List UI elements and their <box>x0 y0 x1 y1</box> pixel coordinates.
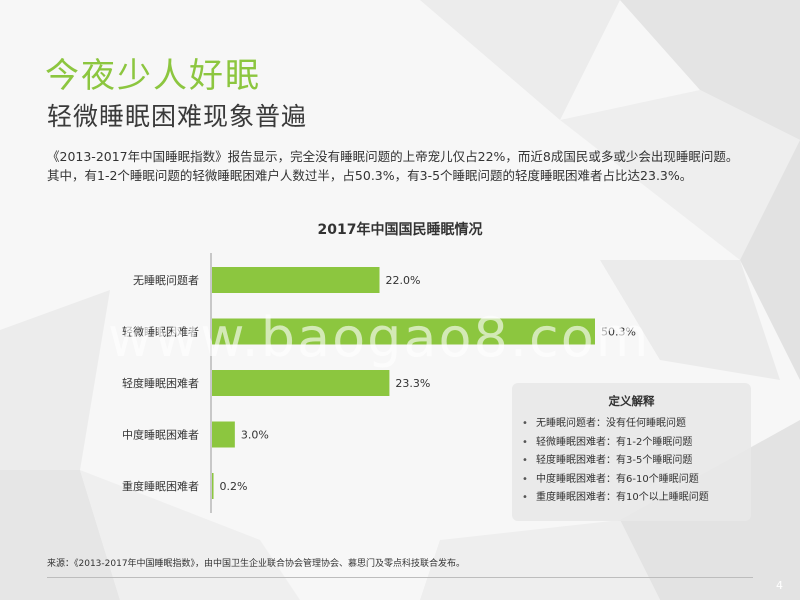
definition-item: • 重度睡眠困难者：有10个以上睡眠问题 <box>522 489 751 508</box>
chart-title: 2017年中国国民睡眠情况 <box>317 222 483 238</box>
page-title: 今夜少人好眠 <box>45 56 261 96</box>
definition-box: 定义解释 • 无睡眠问题者：没有任何睡眠问题 • 轻微睡眠困难者：有1-2个睡眠问题… <box>512 383 751 521</box>
bar <box>212 473 214 499</box>
bar <box>212 370 390 396</box>
definition-text: 重度睡眠困难者：有10个以上睡眠问题 <box>536 492 709 503</box>
bullet-icon: • <box>522 418 528 429</box>
category-label: 中度睡眠困难者 <box>122 428 199 442</box>
value-label: 3.0% <box>241 429 269 442</box>
category-label: 轻微睡眠困难者 <box>122 325 199 339</box>
value-label: 50.3% <box>601 326 636 339</box>
definition-list: • 无睡眠问题者：没有任何睡眠问题 • 轻微睡眠困难者：有1-2个睡眠问题 • 轻度睡… <box>512 415 751 508</box>
bullet-icon: • <box>522 492 528 503</box>
definition-title: 定义解释 <box>608 394 655 408</box>
description-paragraph-1: 《2013-2017年中国睡眠指数》报告显示，完全没有睡眠问题的上帝宠儿仅占22… <box>47 149 739 164</box>
value-label: 22.0% <box>386 274 421 287</box>
value-label: 23.3% <box>395 377 430 390</box>
definition-text: 轻度睡眠困难者：有3-5个睡眠问题 <box>536 455 693 466</box>
category-label: 轻度睡眠困难者 <box>122 376 199 390</box>
bullet-icon: • <box>522 455 528 466</box>
definition-text: 中度睡眠困难者：有6-10个睡眠问题 <box>536 473 699 485</box>
definition-text: 轻微睡眠困难者：有1-2个睡眠问题 <box>536 436 693 448</box>
definition-item: • 轻度睡眠困难者：有3-5个睡眠问题 <box>522 452 751 471</box>
bar <box>212 318 595 345</box>
bullet-icon: • <box>522 436 528 448</box>
bar <box>212 267 380 293</box>
category-label: 无睡眠问题者 <box>133 274 199 287</box>
bar <box>212 421 235 448</box>
watermark: www.baogao8.com <box>108 306 651 369</box>
divider <box>47 577 753 578</box>
definition-item: • 轻微睡眠困难者：有1-2个睡眠问题 <box>522 434 751 453</box>
value-label: 0.2% <box>220 480 248 493</box>
definition-text: 无睡眠问题者：没有任何睡眠问题 <box>536 418 686 429</box>
category-label: 重度睡眠困难者 <box>122 479 199 493</box>
description: 《2013-2017年中国睡眠指数》报告显示，完全没有睡眠问题的上帝宠儿仅占22… <box>47 147 767 185</box>
page-number: 4 <box>776 579 783 592</box>
source-note: 来源：《2013-2017年中国睡眠指数》，由中国卫生企业联合协会管理协会、慕思… <box>47 559 466 569</box>
bullet-icon: • <box>522 473 528 485</box>
definition-item: • 中度睡眠困难者：有6-10个睡眠问题 <box>522 471 751 490</box>
definition-item: • 无睡眠问题者：没有任何睡眠问题 <box>522 415 751 434</box>
bar-chart: 无睡眠问题者 22.0% 轻微睡眠困难者 50.3% 轻度睡眠困难者 23.3% 中度睡眠困… <box>122 253 636 513</box>
page-subtitle: 轻微睡眠困难现象普遍 <box>47 102 308 131</box>
description-paragraph-2: 其中，有1-2个睡眠问题的轻微睡眠困难户人数过半，占50.3%，有3-5个睡眠问… <box>47 168 693 183</box>
